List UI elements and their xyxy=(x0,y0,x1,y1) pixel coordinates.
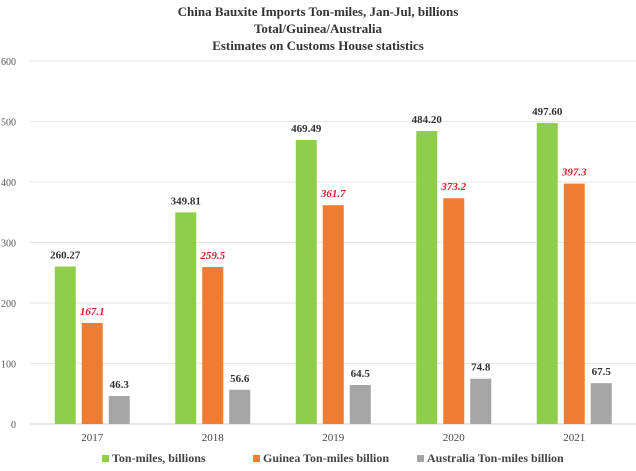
bar xyxy=(108,395,130,424)
bar xyxy=(54,266,76,424)
bar xyxy=(349,384,371,424)
legend-swatch xyxy=(253,455,260,462)
x-tick-label: 2021 xyxy=(563,432,585,444)
data-label: 167.1 xyxy=(80,306,105,318)
y-tick-label: 100 xyxy=(1,360,16,371)
bar xyxy=(443,198,465,424)
bar xyxy=(322,205,344,424)
data-label: 74.8 xyxy=(471,362,491,374)
bar xyxy=(416,131,438,424)
bar xyxy=(470,378,492,424)
bar xyxy=(563,183,585,424)
data-label: 484.20 xyxy=(412,114,443,126)
data-label: 469.49 xyxy=(291,123,322,135)
title-line: Estimates on Customs House statistics xyxy=(212,38,424,53)
y-tick-label: 300 xyxy=(1,239,16,250)
y-tick-label: 0 xyxy=(11,420,16,431)
x-tick-label: 2018 xyxy=(202,432,225,444)
data-label: 361.7 xyxy=(320,188,346,200)
data-label: 497.60 xyxy=(532,106,563,118)
bar xyxy=(295,139,317,424)
bar xyxy=(590,383,612,424)
data-label: 259.5 xyxy=(199,250,225,262)
y-tick-label: 600 xyxy=(1,57,16,68)
x-tick-label: 2020 xyxy=(443,432,466,444)
y-tick-label: 200 xyxy=(1,299,16,310)
x-tick-label: 2017 xyxy=(81,432,104,444)
bar xyxy=(536,122,558,425)
data-label: 56.6 xyxy=(230,373,250,385)
legend-label: Guinea Ton-miles billion xyxy=(263,451,389,465)
data-label: 397.3 xyxy=(561,167,587,179)
legend-label: Ton-miles, billions xyxy=(112,451,206,465)
legend-label: Australia Ton-miles billion xyxy=(427,451,564,465)
data-label: 373.2 xyxy=(440,181,466,193)
title-line: Total/Guinea/Australia xyxy=(254,21,383,36)
data-label: 67.5 xyxy=(592,366,612,378)
data-label: 64.5 xyxy=(351,368,371,380)
bar xyxy=(202,267,224,424)
bar xyxy=(175,212,197,424)
legend-swatch xyxy=(102,455,109,462)
chart-title: China Bauxite Imports Ton-miles, Jan-Jul… xyxy=(178,4,459,53)
bar xyxy=(229,389,251,424)
legend-swatch xyxy=(417,455,424,462)
legend: Ton-miles, billions Guinea Ton-miles bill… xyxy=(102,451,564,465)
data-label: 46.3 xyxy=(110,379,130,391)
data-label: 260.27 xyxy=(50,250,81,262)
data-label: 349.81 xyxy=(171,195,201,207)
title-line: China Bauxite Imports Ton-miles, Jan-Jul… xyxy=(178,4,459,19)
x-tick-label: 2019 xyxy=(322,432,345,444)
y-tick-label: 400 xyxy=(1,178,16,189)
bar xyxy=(81,322,103,424)
y-tick-label: 500 xyxy=(1,118,16,129)
